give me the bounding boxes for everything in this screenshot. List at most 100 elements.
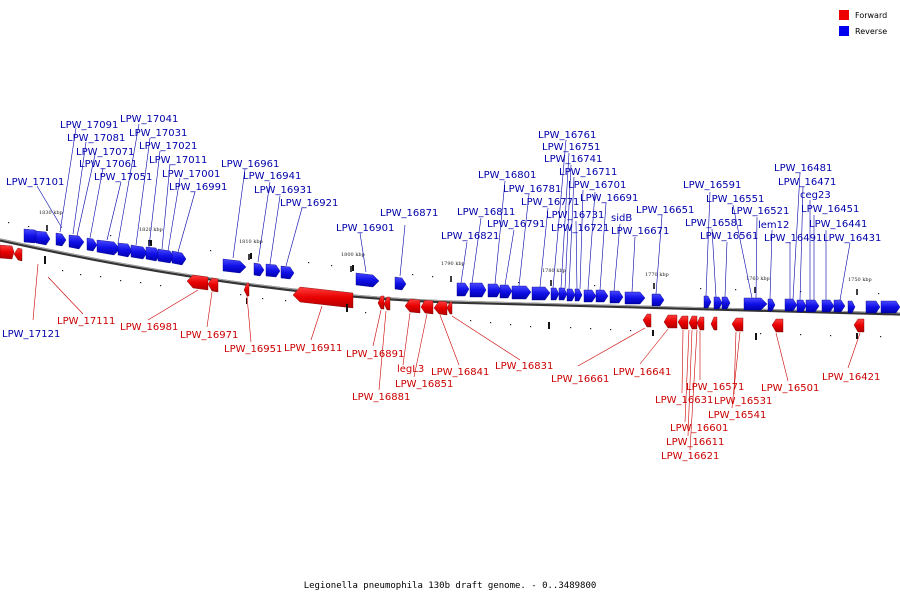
gene-label[interactable]: LPW_16741: [544, 154, 602, 165]
gene-label[interactable]: LPW_16711: [559, 167, 617, 178]
gene-label[interactable]: LPW_17121: [2, 329, 60, 340]
gene-forward[interactable]: [710, 316, 718, 331]
gene-forward[interactable]: [420, 299, 434, 315]
gene-reverse[interactable]: [394, 276, 407, 291]
gene-label[interactable]: LPW_16811: [457, 207, 515, 218]
gene-label[interactable]: LPW_16671: [611, 226, 669, 237]
gene-reverse[interactable]: [469, 282, 487, 298]
gene-forward[interactable]: [13, 247, 23, 262]
gene-label[interactable]: LPW_17061: [79, 159, 137, 170]
gene-reverse[interactable]: [651, 293, 665, 307]
gene-label[interactable]: LPW_16451: [801, 204, 859, 215]
gene-label[interactable]: LPW_16901: [336, 223, 394, 234]
gene-reverse[interactable]: [456, 282, 470, 297]
gene-label[interactable]: LPW_17021: [139, 141, 197, 152]
gene-forward[interactable]: [663, 314, 678, 329]
gene-label[interactable]: LPW_17081: [67, 133, 125, 144]
gene-label[interactable]: LPW_16931: [254, 185, 312, 196]
gene-reverse[interactable]: [86, 237, 98, 252]
gene-reverse[interactable]: [624, 291, 646, 305]
gene-forward[interactable]: [731, 317, 744, 332]
gene-label[interactable]: LPW_16821: [441, 231, 499, 242]
gene-label[interactable]: LPW_17041: [120, 114, 178, 125]
gene-reverse[interactable]: [558, 287, 568, 301]
gene-reverse[interactable]: [833, 299, 846, 313]
gene-reverse[interactable]: [721, 296, 731, 310]
gene-reverse[interactable]: [713, 296, 723, 310]
gene-label[interactable]: LPW_16651: [636, 205, 694, 216]
gene-label[interactable]: LPW_16751: [542, 142, 600, 153]
gene-label[interactable]: LPW_16851: [395, 379, 453, 390]
gene-label[interactable]: LPW_16521: [731, 206, 789, 217]
gene-reverse[interactable]: [821, 299, 835, 313]
gene-forward[interactable]: [243, 282, 250, 297]
gene-label[interactable]: LPW_16891: [346, 349, 404, 360]
gene-label[interactable]: LPW_17001: [162, 169, 220, 180]
gene-label[interactable]: LPW_16781: [503, 184, 561, 195]
gene-label[interactable]: LPW_16801: [478, 170, 536, 181]
gene-label[interactable]: LPW_16731: [546, 210, 604, 221]
gene-reverse[interactable]: [767, 298, 776, 312]
gene-label[interactable]: LPW_16531: [714, 396, 772, 407]
gene-label[interactable]: LPW_17111: [57, 316, 115, 327]
gene-reverse[interactable]: [531, 286, 551, 301]
gene-forward[interactable]: [377, 295, 385, 310]
gene-label[interactable]: LPW_16761: [538, 130, 596, 141]
gene-reverse[interactable]: [609, 290, 624, 304]
gene-forward[interactable]: [433, 300, 448, 316]
gene-label[interactable]: LPW_16971: [180, 330, 238, 341]
gene-reverse[interactable]: [265, 263, 281, 278]
gene-label[interactable]: LPW_16481: [774, 163, 832, 174]
gene-label[interactable]: LPW_16921: [280, 198, 338, 209]
gene-reverse[interactable]: [511, 285, 532, 300]
gene-reverse[interactable]: [583, 289, 597, 303]
gene-forward[interactable]: [642, 313, 652, 328]
gene-reverse[interactable]: [796, 299, 807, 313]
gene-label[interactable]: LPW_16541: [708, 410, 766, 421]
gene-label[interactable]: LPW_16421: [822, 372, 880, 383]
gene-label[interactable]: ceg23: [800, 190, 831, 201]
gene-reverse[interactable]: [171, 250, 187, 266]
gene-reverse[interactable]: [117, 242, 133, 258]
gene-label[interactable]: LPW_17091: [60, 120, 118, 131]
gene-label[interactable]: LPW_16571: [686, 382, 744, 393]
gene-reverse[interactable]: [805, 299, 820, 313]
gene-forward[interactable]: [446, 301, 453, 315]
gene-reverse[interactable]: [574, 288, 583, 302]
gene-label[interactable]: LPW_16981: [120, 322, 178, 333]
gene-label[interactable]: lem12: [758, 220, 789, 231]
gene-label[interactable]: LPW_17031: [129, 128, 187, 139]
gene-reverse[interactable]: [743, 297, 768, 311]
gene-reverse[interactable]: [784, 298, 798, 312]
gene-forward[interactable]: [383, 296, 391, 311]
gene-reverse[interactable]: [847, 300, 856, 314]
gene-label[interactable]: LPW_16841: [431, 367, 489, 378]
gene-forward[interactable]: [688, 315, 698, 330]
gene-label[interactable]: LPW_16721: [551, 223, 609, 234]
gene-label[interactable]: LPW_16951: [224, 344, 282, 355]
gene-label[interactable]: LPW_16871: [380, 208, 438, 219]
gene-label[interactable]: LPW_16441: [809, 219, 867, 230]
gene-reverse[interactable]: [222, 258, 247, 274]
gene-label[interactable]: LPW_16911: [284, 343, 342, 354]
gene-label[interactable]: LPW_16591: [683, 180, 741, 191]
gene-label[interactable]: LPW_16661: [551, 374, 609, 385]
gene-reverse[interactable]: [880, 300, 900, 314]
gene-label[interactable]: LPW_16691: [580, 193, 638, 204]
gene-label[interactable]: LPW_16601: [670, 423, 728, 434]
gene-forward[interactable]: [186, 274, 209, 291]
gene-reverse[interactable]: [55, 232, 67, 247]
gene-label[interactable]: LPW_16471: [778, 177, 836, 188]
gene-reverse[interactable]: [865, 300, 881, 314]
gene-forward[interactable]: [677, 315, 689, 330]
gene-reverse[interactable]: [595, 289, 609, 303]
gene-reverse[interactable]: [68, 234, 85, 250]
gene-label[interactable]: LPW_16491: [764, 233, 822, 244]
gene-reverse[interactable]: [550, 287, 560, 301]
gene-reverse[interactable]: [35, 230, 51, 246]
gene-reverse[interactable]: [703, 295, 712, 309]
gene-label[interactable]: LPW_16791: [487, 219, 545, 230]
gene-label[interactable]: sidB: [611, 213, 632, 224]
gene-label[interactable]: legL3: [397, 364, 424, 375]
gene-reverse[interactable]: [487, 283, 502, 298]
